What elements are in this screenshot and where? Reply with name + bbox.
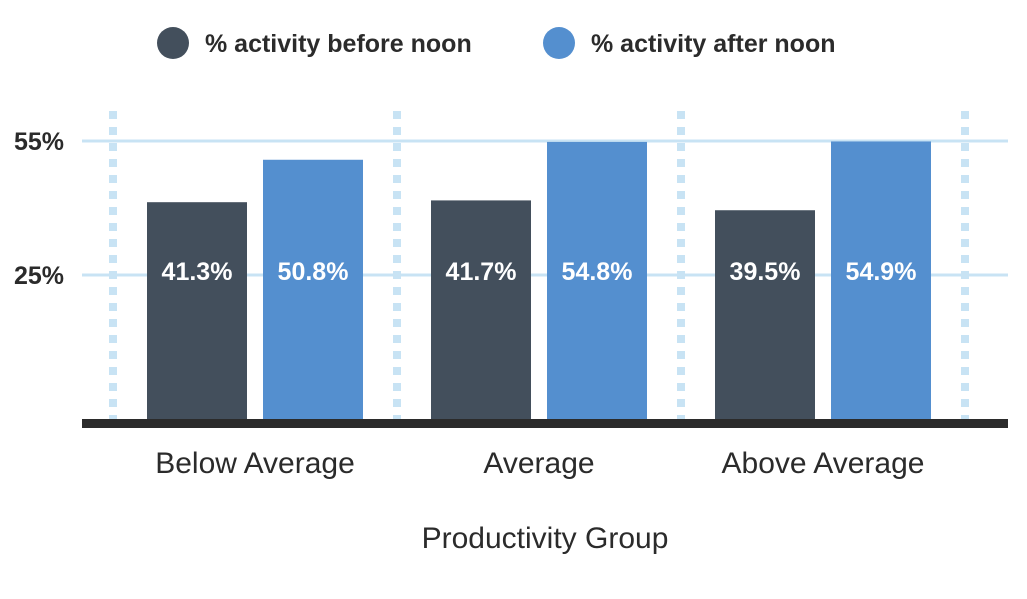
x-axis-line xyxy=(82,419,1008,428)
legend-marker-0 xyxy=(157,27,189,59)
legend-label-1: % activity after noon xyxy=(591,30,836,58)
legend-marker-1 xyxy=(543,27,575,59)
labels: 25% 55% 41.3% 50.8% Below Average 41.7% 54.8% A… xyxy=(14,128,924,555)
bar-1-1 xyxy=(547,141,647,424)
x-axis-label: Productivity Group xyxy=(422,522,669,555)
bars xyxy=(147,141,931,424)
bar-0-0 xyxy=(147,202,247,423)
bar-2-1 xyxy=(831,141,931,424)
data-label-0-1: 50.8% xyxy=(278,258,349,286)
bar-1-0 xyxy=(431,200,531,423)
data-label-2-1: 54.9% xyxy=(846,258,917,286)
y-tick-label: 25% xyxy=(14,262,64,290)
data-label-0-0: 41.3% xyxy=(162,258,233,286)
y-tick-label: 55% xyxy=(14,128,64,156)
legend: % activity before noon % activity after n… xyxy=(157,27,836,59)
x-tick-label: Average xyxy=(483,447,594,480)
data-label-2-0: 39.5% xyxy=(730,258,801,286)
bar-2-0 xyxy=(715,210,815,423)
legend-label-0: % activity before noon xyxy=(205,30,472,58)
data-label-1-1: 54.8% xyxy=(562,258,633,286)
bar-0-1 xyxy=(263,159,363,423)
axes xyxy=(82,419,1008,428)
x-tick-label: Above Average xyxy=(722,447,925,480)
x-tick-label: Below Average xyxy=(155,447,355,480)
data-label-1-0: 41.7% xyxy=(446,258,517,286)
